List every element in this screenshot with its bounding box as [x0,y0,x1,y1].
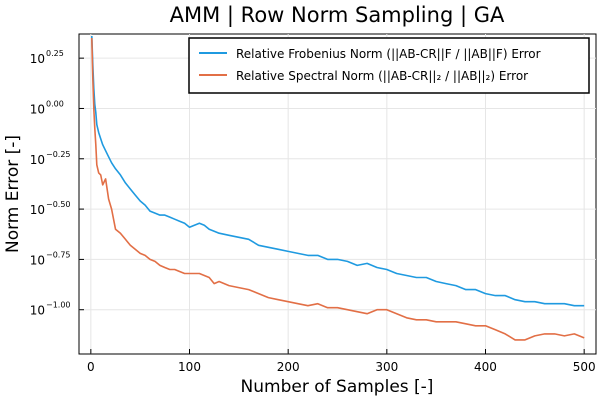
y-tick-base: 10 [30,253,45,267]
x-tick-label: 500 [573,360,596,374]
x-tick-label: 300 [375,360,398,374]
x-tick-label: 100 [178,360,201,374]
x-tick-label: 0 [87,360,95,374]
y-tick-exponent: 0.00 [46,99,64,108]
y-tick-label: 10 0.25 [30,49,64,66]
legend: Relative Frobenius Norm (||AB-CR||F / ||… [188,37,590,94]
series-line-spectral [91,37,585,341]
x-tick-label: 200 [277,360,300,374]
y-tick-exponent: −1.00 [46,301,71,310]
x-axis-ticks: 0 100 200 300 400 500 [87,349,596,374]
y-tick-exponent: 0.25 [46,49,64,58]
y-tick-base: 10 [30,304,45,318]
y-tick-base: 10 [30,102,45,116]
y-tick-base: 10 [30,203,45,217]
y-tick-exponent: −0.25 [46,150,71,159]
x-tick-label: 400 [474,360,497,374]
y-tick-exponent: −0.75 [46,250,71,259]
series-lines [91,35,585,341]
y-tick-label: 10 −0.75 [30,250,71,267]
y-axis-label: Norm Error [-] [3,135,23,253]
plot-area [78,33,597,355]
y-tick-base: 10 [30,52,45,66]
chart-title: AMM | Row Norm Sampling | GA [170,3,505,28]
y-tick-label: 10 −0.50 [30,200,71,217]
y-tick-base: 10 [30,153,45,167]
y-tick-exponent: −0.50 [46,200,71,209]
x-axis-label: Number of Samples [-] [241,377,434,397]
series-line-frobenius [91,35,585,307]
y-tick-label: 10 −0.25 [30,150,71,167]
legend-box [188,37,590,94]
y-tick-label: 10 −1.00 [30,301,71,318]
legend-label-spectral: Relative Spectral Norm (||AB-CR||₂ / ||A… [236,69,528,83]
legend-label-frobenius: Relative Frobenius Norm (||AB-CR||F / ||… [236,47,541,61]
y-tick-label: 10 0.00 [30,99,64,116]
